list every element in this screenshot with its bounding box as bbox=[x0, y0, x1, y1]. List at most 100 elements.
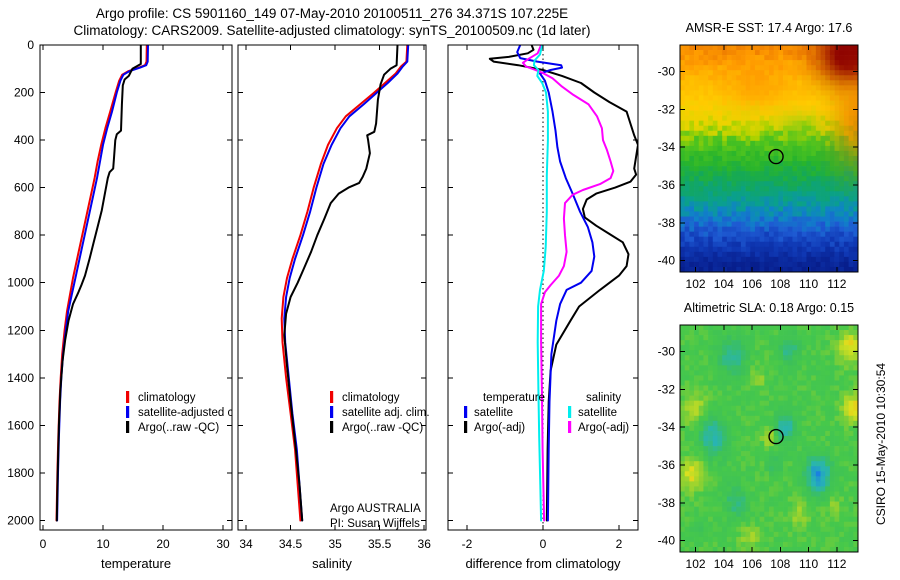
temperature-xtick-label: 30 bbox=[216, 537, 230, 551]
sst-axes bbox=[679, 44, 859, 273]
difference-legend-swatch-temperature-argo-adj bbox=[464, 421, 468, 433]
sst-lat-tick-label: -40 bbox=[658, 254, 676, 268]
salinity-plot-area bbox=[280, 45, 410, 522]
figure-title: Argo profile: CS 5901160_149 07-May-2010… bbox=[95, 6, 569, 21]
panel-salinity: climatology satellite adj. clim. Argo(..ra… bbox=[237, 44, 432, 571]
salinity-series-climatology bbox=[280, 45, 409, 522]
figure-subtitle: Climatology: CARS2009. Satellite-adjuste… bbox=[73, 23, 591, 38]
difference-xtick-label: -2 bbox=[462, 537, 473, 551]
sla-lon-tick-label: 106 bbox=[742, 557, 762, 571]
difference-xtick-label: 2 bbox=[616, 537, 623, 551]
depth-tick-label: 1400 bbox=[7, 371, 34, 385]
sst-lat-tick-label: -36 bbox=[658, 178, 676, 192]
depth-tick-label: 200 bbox=[14, 86, 34, 100]
salinity-legend-label-satellite-adj-clim: satellite adj. clim. bbox=[342, 407, 430, 419]
depth-tick-label: 1800 bbox=[7, 466, 34, 480]
salinity-legend-label-argo-raw-qc: Argo(..raw -QC) bbox=[342, 422, 423, 434]
salinity-xtick-label: 35.5 bbox=[368, 537, 392, 551]
salinity-legend-swatch-climatology bbox=[330, 391, 334, 403]
depth-tick-label: 2000 bbox=[7, 513, 34, 527]
sst-lat-tick-label: -34 bbox=[658, 140, 676, 154]
depth-tick-label: 400 bbox=[14, 133, 34, 147]
difference-legend-swatch-salinity-satellite bbox=[568, 406, 572, 418]
temperature-series-climatology bbox=[55, 45, 148, 522]
temperature-plot-area: climatology satellite-adjusted climatolog… bbox=[55, 45, 285, 522]
temperature-series-satellite-adjusted-climatology bbox=[56, 45, 149, 522]
panel-difference: temperature satellite Argo(-adj) salinity sa… bbox=[447, 44, 639, 571]
difference-axis-label: difference from climatology bbox=[465, 556, 621, 571]
salinity-legend-swatch-argo-raw-qc bbox=[330, 421, 334, 433]
difference-legend-header-salinity: salinity bbox=[586, 392, 621, 404]
depth-tick-label: 1600 bbox=[7, 418, 34, 432]
salinity-annotation-line2: PI: Susan Wijffels bbox=[330, 518, 420, 530]
temperature-legend-swatch-climatology bbox=[126, 391, 130, 403]
depth-tick-label: 800 bbox=[14, 228, 34, 242]
difference-legend-label-temperature-argo-adj: Argo(-adj) bbox=[474, 422, 525, 434]
temperature-axes bbox=[39, 44, 233, 531]
panel-temperature: climatology satellite-adjusted climatolog… bbox=[7, 38, 285, 571]
temperature-legend-swatch-argo-raw-qc bbox=[126, 421, 130, 433]
salinity-axis-label: salinity bbox=[312, 556, 352, 571]
sla-lon-tick-label: 104 bbox=[714, 557, 734, 571]
difference-series-temperature-argo-adj bbox=[488, 45, 638, 522]
salinity-xtick-label: 34 bbox=[239, 537, 253, 551]
depth-tick-label: 1000 bbox=[7, 276, 34, 290]
difference-series-temperature-satellite bbox=[516, 45, 596, 522]
sla-heatmap-cells bbox=[680, 325, 859, 553]
sst-lon-tick-label: 102 bbox=[686, 277, 706, 291]
sla-map-title: Altimetric SLA: 0.18 Argo: 0.15 bbox=[684, 301, 854, 315]
sla-lat-tick-label: -34 bbox=[658, 420, 676, 434]
temperature-legend-label-satellite-adjusted-climatology: satellite-adjusted climatology bbox=[138, 407, 285, 419]
sla-lat-tick-label: -40 bbox=[658, 534, 676, 548]
salinity-legend-label-climatology: climatology bbox=[342, 392, 400, 404]
depth-tick-label: 0 bbox=[27, 38, 34, 52]
map-sst: 102 104 106 108 110 112 -30 -32 -34 -36 -38 -40 AMSR… bbox=[658, 21, 859, 291]
sla-argo-position-marker bbox=[768, 428, 784, 445]
difference-legend-header-temperature: temperature bbox=[483, 392, 545, 404]
csiro-credit-label: CSIRO 15-May-2010 10:30:54 bbox=[874, 362, 888, 526]
temperature-legend: climatology satellite-adjusted climatolog… bbox=[126, 391, 285, 434]
salinity-series-argo-raw bbox=[283, 45, 399, 522]
salinity-annotation-line1: Argo AUSTRALIA bbox=[330, 503, 421, 515]
sla-lon-tick-label: 108 bbox=[770, 557, 790, 571]
sla-lat-tick-label: -38 bbox=[658, 496, 676, 510]
sst-lat-tick-label: -32 bbox=[658, 102, 676, 116]
map-sla: 102 104 106 108 110 112 -30 -32 -34 -36 -38 -40 Alti… bbox=[658, 301, 859, 571]
depth-tick-label: 600 bbox=[14, 181, 34, 195]
sla-lat-tick-label: -30 bbox=[658, 344, 676, 358]
temperature-xtick-label: 20 bbox=[156, 537, 170, 551]
sst-lon-tick-label: 106 bbox=[742, 277, 762, 291]
salinity-xtick-label: 34.5 bbox=[279, 537, 303, 551]
temperature-series-argo-raw bbox=[55, 45, 142, 522]
sla-axes bbox=[679, 324, 859, 553]
salinity-axes bbox=[237, 44, 427, 531]
salinity-xtick-label: 36 bbox=[418, 537, 432, 551]
temperature-xtick-label: 0 bbox=[40, 537, 47, 551]
sla-lon-tick-label: 112 bbox=[827, 557, 846, 571]
difference-legend-label-salinity-argo-adj: Argo(-adj) bbox=[578, 422, 629, 434]
sst-argo-position-marker bbox=[768, 148, 784, 165]
sst-lat-tick-label: -38 bbox=[658, 216, 676, 230]
sst-map-title: AMSR-E SST: 17.4 Argo: 17.6 bbox=[686, 21, 853, 35]
temperature-xtick-label: 10 bbox=[96, 537, 110, 551]
difference-legend-label-salinity-satellite: satellite bbox=[578, 407, 617, 419]
difference-plot-area bbox=[488, 45, 638, 530]
sla-lat-tick-label: -32 bbox=[658, 382, 676, 396]
temperature-legend-label-argo-raw-qc: Argo(..raw -QC) bbox=[138, 422, 219, 434]
difference-series-salinity-argo-adj bbox=[521, 45, 615, 522]
sst-lon-tick-label: 108 bbox=[770, 277, 790, 291]
difference-legend-label-temperature-satellite: satellite bbox=[474, 407, 513, 419]
temperature-legend-label-climatology: climatology bbox=[138, 392, 196, 404]
sst-lat-tick-label: -30 bbox=[658, 64, 676, 78]
sla-lon-tick-label: 102 bbox=[686, 557, 706, 571]
difference-axes bbox=[447, 44, 639, 531]
depth-tick-label: 1200 bbox=[7, 323, 34, 337]
difference-legend-swatch-salinity-argo-adj bbox=[568, 421, 572, 433]
difference-legend-swatch-temperature-satellite bbox=[464, 406, 468, 418]
temperature-axis-label: temperature bbox=[101, 556, 171, 571]
sst-heatmap-cells bbox=[680, 45, 859, 273]
sst-lon-tick-label: 112 bbox=[827, 277, 846, 291]
difference-legend: temperature satellite Argo(-adj) salinity sa… bbox=[464, 392, 629, 434]
difference-xtick-label: 0 bbox=[540, 537, 547, 551]
